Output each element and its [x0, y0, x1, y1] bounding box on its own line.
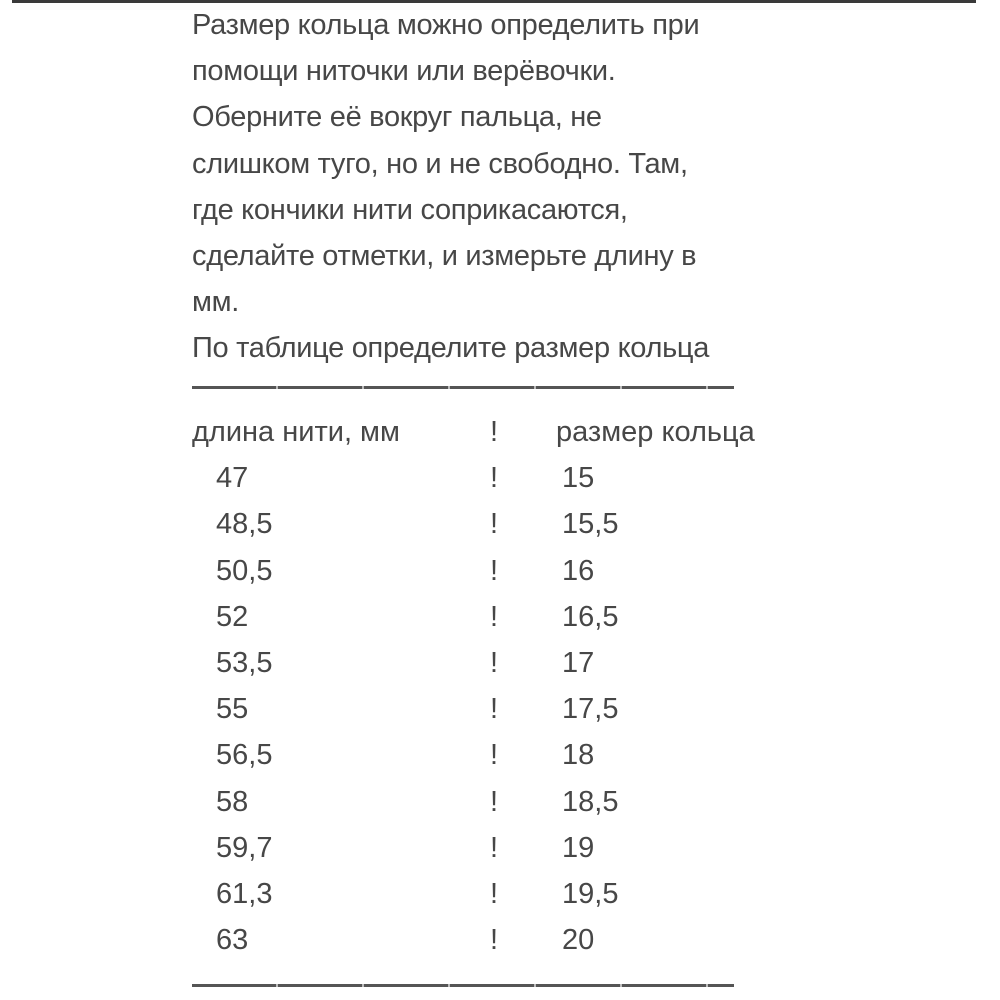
- separator-cell: !: [490, 785, 499, 818]
- thread-length-cell: 56,5: [216, 739, 273, 772]
- ring-size-cell: 17: [562, 646, 595, 679]
- table-row: 61,3! 19,5: [0, 878, 1000, 924]
- thread-length-cell: 59,7: [216, 831, 273, 864]
- separator-cell: !: [490, 924, 499, 957]
- separator-cell: !: [490, 508, 499, 541]
- ring-size-cell: 18,5: [562, 785, 619, 818]
- thread-length-cell: 63: [216, 924, 249, 957]
- separator-cell: !: [490, 831, 499, 864]
- top-border: [12, 0, 976, 3]
- thread-length-cell: 50,5: [216, 554, 273, 587]
- divider-bottom: [192, 984, 734, 987]
- ring-size-cell: 19: [562, 831, 595, 864]
- table-row: 58! 18,5: [0, 786, 1000, 832]
- ring-size-cell: 16,5: [562, 600, 619, 633]
- paragraph-line: сделайте отметки, и измерьте длину в: [192, 240, 697, 273]
- ring-size-cell: 18: [562, 739, 595, 772]
- ring-size-cell: 15,5: [562, 508, 619, 541]
- table-row: 56,5! 18: [0, 739, 1000, 785]
- ring-size-cell: 17,5: [562, 693, 619, 726]
- ring-size-cell: 15: [562, 462, 595, 495]
- paragraph-line: мм.: [192, 286, 240, 319]
- thread-length-cell: 52: [216, 600, 249, 633]
- table-header: длина нити, мм ! размер кольца: [0, 416, 1000, 462]
- table-row: 52! 16,5: [0, 601, 1000, 647]
- thread-length-cell: 47: [216, 462, 249, 495]
- paragraph-line: По таблице определите размер кольца: [192, 332, 710, 365]
- ring-size-cell: 19,5: [562, 877, 619, 910]
- paragraph-line: Размер кольца можно определить при: [192, 9, 700, 41]
- separator-cell: !: [490, 646, 499, 679]
- divider-top: [192, 386, 734, 389]
- separator-cell: !: [490, 877, 499, 910]
- table-row: 53,5! 17: [0, 647, 1000, 693]
- header-separator: !: [490, 416, 499, 448]
- paragraph-line: помощи ниточки или верёвочки.: [192, 55, 616, 88]
- paragraph-line: Оберните её вокруг пальца, не: [192, 101, 602, 134]
- thread-length-cell: 55: [216, 693, 249, 726]
- table-row: 55! 17,5: [0, 693, 1000, 739]
- table-row: 50,5! 16: [0, 555, 1000, 601]
- thread-length-cell: 58: [216, 785, 249, 818]
- paragraph-line: где кончики нити соприкасаются,: [192, 193, 628, 226]
- thread-length-cell: 53,5: [216, 646, 273, 679]
- separator-cell: !: [490, 462, 499, 495]
- table-row: 47! 15: [0, 462, 1000, 508]
- ring-size-table: длина нити, мм ! размер кольца 47! 15 48,5…: [0, 416, 1000, 970]
- ring-size-cell: 16: [562, 554, 595, 587]
- header-thread-length: длина нити, мм: [192, 416, 400, 448]
- thread-length-cell: 61,3: [216, 877, 273, 910]
- separator-cell: !: [490, 600, 499, 633]
- separator-cell: !: [490, 554, 499, 587]
- header-ring-size: размер кольца: [556, 416, 755, 448]
- separator-cell: !: [490, 739, 499, 772]
- separator-cell: !: [490, 693, 499, 726]
- instructions-text: Размер кольца можно определить при помощи…: [192, 2, 952, 372]
- paragraph-line: слишком туго, но и не свободно. Там,: [192, 147, 688, 180]
- thread-length-cell: 48,5: [216, 508, 273, 541]
- ring-size-cell: 20: [562, 924, 595, 957]
- table-row: 48,5! 15,5: [0, 508, 1000, 554]
- table-row: 63! 20: [0, 924, 1000, 970]
- table-row: 59,7! 19: [0, 832, 1000, 878]
